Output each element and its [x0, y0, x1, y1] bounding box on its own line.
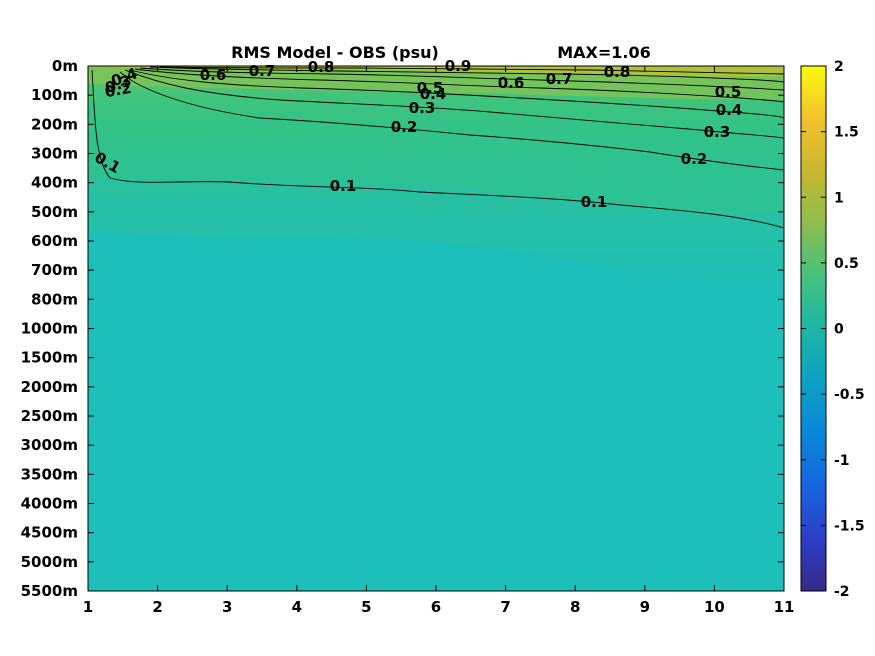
contour-label: 0.6: [200, 66, 227, 84]
contour-label: 0.5: [417, 79, 444, 97]
contour-line: [134, 68, 785, 103]
x-tick-label: 5: [361, 598, 371, 616]
plot-area: 0.40.30.20.6 0.7 0.8 0.90.50.40.6 0.7 0.80.50…: [87, 57, 785, 592]
y-tick-label: 3000m: [21, 436, 78, 454]
y-tick-label: 800m: [31, 290, 78, 308]
contour-line: [119, 71, 785, 171]
contour-line: [159, 66, 785, 75]
y-tick-label: 5500m: [21, 582, 78, 600]
contour-line: [129, 69, 785, 119]
contour-label: 0.1: [330, 177, 357, 195]
x-tick-label: 6: [431, 598, 441, 616]
contour-labels: 0.40.30.20.6 0.7 0.8 0.90.50.40.6 0.7 0.80.50…: [91, 57, 742, 211]
contour-label: 0.5: [715, 83, 742, 101]
contour-line: [124, 69, 785, 139]
y-axis: 0m 100m 200m 300m 400m 500m 600m 700m 800m 1000m 1…: [21, 57, 784, 600]
contour-label: 0.7: [546, 70, 573, 88]
x-tick-label: 11: [774, 598, 795, 616]
colorbar-tick-label: -1.5: [834, 518, 865, 534]
chart-title: RMS Model - OBS (psu): [231, 43, 439, 62]
y-tick-label: 400m: [31, 174, 78, 192]
colorbar-ticks: 2 1.5 1 0.5 0 -0.5 -1 -1.5 -2: [801, 59, 865, 600]
y-tick-label: 300m: [31, 145, 78, 163]
contour-label: 0.2: [681, 150, 708, 168]
y-tick-label: 500m: [31, 203, 78, 221]
contour-label: 0.7: [249, 62, 276, 80]
x-tick-label: 9: [640, 598, 650, 616]
x-tick-label: 7: [500, 598, 510, 616]
top-peak-band: [88, 66, 784, 77]
colorbar: 2 1.5 1 0.5 0 -0.5 -1 -1.5 -2: [800, 59, 865, 600]
y-tick-label: 600m: [31, 232, 78, 250]
x-tick-label: 3: [222, 598, 232, 616]
y-tick-label: 0m: [52, 57, 78, 75]
colorbar-tick-label: -1: [834, 453, 850, 469]
y-tick-label: 700m: [31, 261, 78, 279]
y-tick-label: 4000m: [21, 495, 78, 513]
contour-line: [139, 67, 785, 91]
colorbar-tick-label: -0.5: [834, 387, 865, 403]
x-tick-label: 10: [704, 598, 725, 616]
contour-line: [91, 69, 785, 229]
y-tick-label: 200m: [31, 115, 78, 133]
contour-label: 0.2: [391, 118, 418, 136]
x-axis: 1 2 3 4 5 6 7 8 9 10 11: [83, 66, 795, 616]
contour-label: 0.2: [103, 79, 132, 101]
y-tick-label: 100m: [31, 86, 78, 104]
y-tick-label: 1500m: [21, 349, 78, 367]
y-tick-label: 1000m: [21, 320, 78, 338]
x-tick-label: 8: [570, 598, 580, 616]
y-tick-label: 2500m: [21, 407, 78, 425]
max-label: MAX=1.06: [557, 43, 651, 62]
y-tick-label: 3500m: [21, 465, 78, 483]
colorbar-tick-label: 1: [834, 190, 844, 206]
contour-label: 0.8: [604, 63, 631, 81]
contour-label: 0.3: [704, 123, 731, 141]
y-tick-label: 2000m: [21, 378, 78, 396]
x-tick-label: 2: [152, 598, 162, 616]
contour-lines: [91, 66, 785, 229]
colorbar-tick-label: 1.5: [834, 125, 859, 141]
contour-label: 0.1: [581, 193, 608, 211]
contour-label: 0.6: [498, 74, 525, 92]
contour-label: 0.4: [716, 101, 743, 119]
contour-label: 0.8: [308, 58, 335, 76]
contour-label: 0.4: [420, 85, 447, 103]
contour-label: 0.3: [409, 99, 436, 117]
colorbar-tick-label: 2: [834, 59, 844, 75]
colorbar-tick-label: 0: [834, 322, 844, 338]
y-tick-label: 4500m: [21, 524, 78, 542]
colorbar-tick-label: 0.5: [834, 256, 859, 272]
y-tick-label: 5000m: [21, 553, 78, 571]
colorbar-tick-label: -2: [834, 584, 850, 600]
x-tick-label: 1: [83, 598, 93, 616]
contour-line: [149, 66, 785, 83]
x-tick-label: 4: [292, 598, 302, 616]
